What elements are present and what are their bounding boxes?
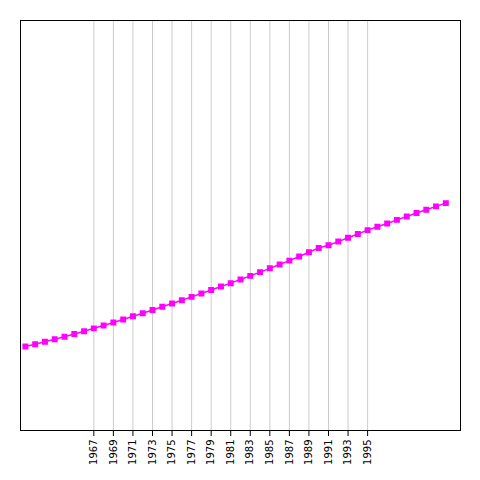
svg-text:1983: 1983 bbox=[244, 440, 255, 465]
svg-text:1995: 1995 bbox=[362, 440, 373, 465]
svg-text:1989: 1989 bbox=[303, 440, 314, 465]
svg-text:1969: 1969 bbox=[108, 440, 119, 465]
svg-text:1975: 1975 bbox=[166, 440, 177, 465]
svg-text:1981: 1981 bbox=[225, 440, 236, 465]
svg-text:1987: 1987 bbox=[284, 440, 295, 465]
svg-text:1993: 1993 bbox=[342, 440, 353, 465]
svg-text:1973: 1973 bbox=[147, 440, 158, 465]
svg-text:1977: 1977 bbox=[186, 440, 197, 465]
svg-text:1967: 1967 bbox=[88, 440, 99, 465]
svg-text:1971: 1971 bbox=[127, 440, 138, 465]
svg-text:1991: 1991 bbox=[323, 440, 334, 465]
svg-text:1979: 1979 bbox=[205, 440, 216, 465]
svg-text:1985: 1985 bbox=[264, 440, 275, 465]
